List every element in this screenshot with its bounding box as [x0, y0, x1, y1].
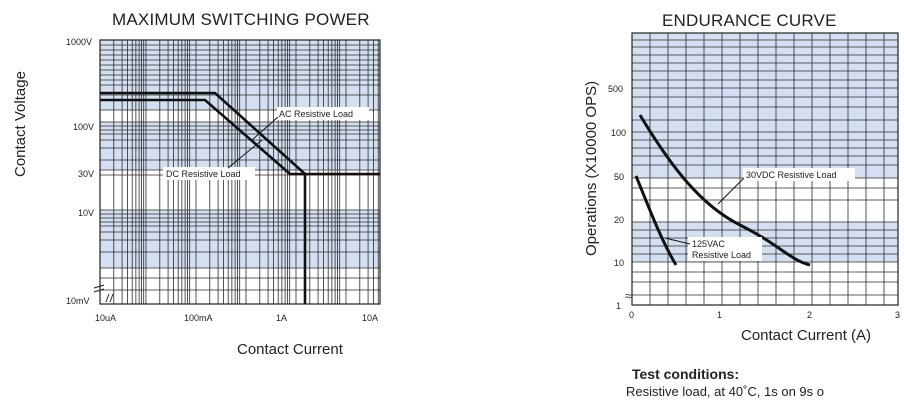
- r-y-tick-500: 500: [608, 84, 624, 94]
- annotation-125vac-label-1: 125VAC: [692, 239, 725, 249]
- test-conditions-text: Resistive load, at 40˚C, 1s on 9s o: [626, 384, 824, 399]
- r-y-tick-20: 20: [614, 215, 625, 225]
- annotation-30vdc-box: [743, 168, 855, 181]
- annotation-125vac-box: [688, 237, 762, 261]
- annotation-ac-label: AC Resistive Load: [279, 109, 353, 119]
- y-tick-10mv: 10mV: [66, 296, 90, 306]
- y-tick-100v: 100V: [73, 122, 95, 132]
- chart-left: AC Resistive Load DC Resistive Load: [93, 39, 381, 305]
- y-tick-1000v: 1000V: [66, 37, 93, 47]
- series-125vac-resistive-load: [634, 175, 678, 266]
- r-x-tick-2: 2: [807, 310, 813, 320]
- y-tick-30v: 30V: [78, 169, 95, 179]
- chart-left-axis-break: [105, 293, 114, 303]
- chart-left-xlabel: Contact Current: [237, 341, 343, 358]
- chart-right-xlabel: Contact Current (A): [741, 327, 872, 344]
- annotation-dc-leader: [227, 139, 263, 169]
- r-x-tick-1: 1: [717, 310, 723, 320]
- r-x-tick-0: 0: [629, 310, 635, 320]
- annotation-ac-leader: [251, 116, 279, 141]
- series-dc-resistive-load: [100, 98, 380, 176]
- chart-left-axis-break: [93, 284, 105, 293]
- annotation-dc-label: DC Resistive Load: [166, 169, 241, 179]
- chart-right-axis-break: ≈: [625, 289, 632, 303]
- chart-right-title: ENDURANCE CURVE: [662, 11, 837, 30]
- chart-left-title: MAXIMUM SWITCHING POWER: [112, 10, 370, 29]
- y-tick-10v: 10V: [78, 208, 95, 218]
- x-tick-1a: 1A: [276, 313, 288, 323]
- x-tick-10a: 10A: [362, 313, 379, 323]
- chart-right-band: [632, 33, 898, 132]
- annotation-30vdc-leader: [717, 177, 745, 205]
- r-y-tick-10: 10: [614, 258, 625, 268]
- r-y-tick-100: 100: [611, 128, 627, 138]
- r-y-tick-1: 1: [616, 301, 622, 311]
- r-x-tick-3: 3: [895, 310, 901, 320]
- test-conditions-title: Test conditions:: [632, 366, 740, 382]
- chart-right-band: [632, 222, 898, 262]
- annotation-125vac-leader: [664, 237, 691, 245]
- chart-right-frame: [631, 32, 899, 306]
- x-tick-10ua: 10uA: [95, 313, 117, 323]
- r-y-tick-50: 50: [614, 172, 625, 182]
- annotation-dc-box: [163, 167, 255, 180]
- annotation-30vdc-label: 30VDC Resistive Load: [746, 170, 837, 180]
- annotation-125vac-label-2: Resistive Load: [692, 250, 751, 260]
- x-tick-100ma: 100mA: [184, 313, 213, 323]
- chart-left-frame: [99, 39, 381, 305]
- series-30vdc-resistive-load: [638, 114, 811, 267]
- annotation-ac-box: [277, 107, 369, 120]
